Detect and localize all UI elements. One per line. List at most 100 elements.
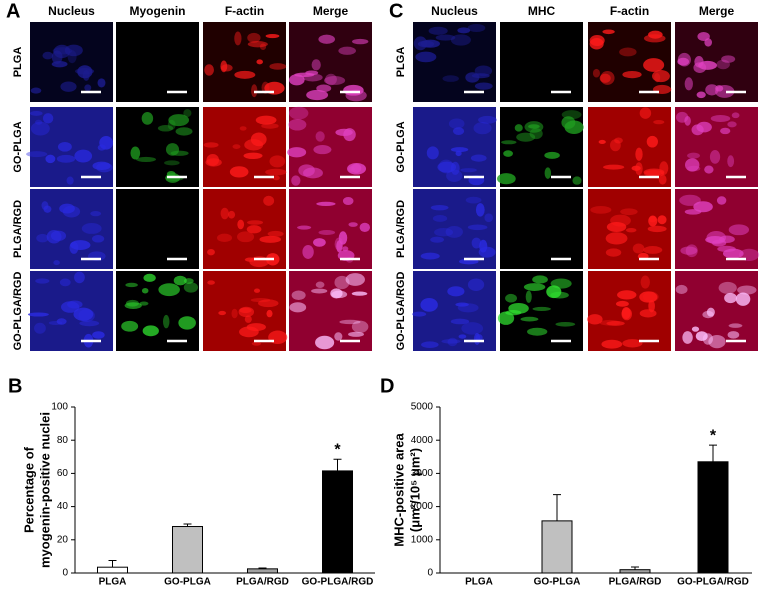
cell [81, 223, 102, 234]
x-tick-label: PLGA/RGD [609, 577, 662, 588]
cell [606, 221, 627, 233]
cell [305, 70, 319, 76]
cell [168, 114, 190, 127]
cell [467, 24, 486, 33]
micrograph [288, 22, 372, 102]
cell [142, 325, 159, 337]
y-axis-label: (μm²/10⁵ μm²) [407, 448, 422, 532]
cell [602, 29, 615, 35]
y-axis-label: myogenin-positive nuclei [37, 412, 52, 568]
cell [36, 233, 49, 243]
error-bar [108, 560, 117, 568]
cell [653, 120, 665, 125]
cell [643, 58, 665, 72]
cell [130, 146, 141, 160]
cell [702, 310, 714, 319]
cell [335, 128, 353, 137]
bar [97, 566, 128, 574]
cell [315, 281, 325, 288]
cell [84, 84, 92, 92]
cell [302, 244, 314, 259]
row-label: GO-PLGA/RGD [395, 272, 407, 351]
cell [298, 164, 315, 177]
cell [679, 194, 701, 206]
cell [203, 142, 219, 148]
cell [455, 302, 469, 307]
cell [311, 59, 321, 71]
row-label: PLGA/RGD [395, 200, 407, 258]
cell [696, 121, 712, 133]
micrograph [30, 189, 113, 269]
y-axis-label: Percentage of [21, 446, 36, 533]
cell [157, 125, 174, 132]
cell [287, 147, 307, 158]
bar [697, 461, 729, 574]
cell [544, 167, 552, 179]
cell [639, 309, 657, 318]
cell [632, 243, 645, 254]
column-header: F-actin [610, 4, 649, 18]
error-bar [333, 458, 342, 471]
cell [435, 34, 456, 41]
cell [125, 299, 140, 307]
cell [34, 322, 46, 334]
cell [352, 38, 369, 45]
cell [351, 291, 368, 296]
cell [306, 89, 329, 101]
cell [338, 231, 348, 245]
cell [704, 38, 713, 47]
row-label: PLGA [12, 47, 24, 78]
cell [334, 275, 350, 290]
panel-letter: A [6, 0, 20, 22]
cell [164, 160, 180, 166]
cell [617, 290, 637, 300]
cell [532, 275, 548, 284]
cell [684, 116, 691, 126]
micrograph-bg [116, 189, 199, 269]
cell [598, 139, 606, 145]
significance-mark: * [710, 427, 717, 444]
micrograph [203, 271, 288, 351]
cell [724, 292, 737, 304]
micrograph [203, 107, 287, 187]
cell [351, 163, 362, 174]
cell [605, 248, 622, 257]
cell [35, 278, 50, 284]
cell [647, 225, 667, 233]
error-bar [709, 444, 717, 462]
y-tick-label: 100 [51, 402, 68, 413]
cell [257, 299, 279, 308]
cell [712, 239, 727, 247]
column-header: Nucleus [48, 4, 95, 18]
micrograph [116, 189, 199, 269]
cell [639, 107, 652, 119]
cell [265, 34, 280, 39]
cell [693, 201, 713, 213]
cell [682, 331, 693, 344]
cell [313, 238, 326, 247]
micrograph [675, 107, 758, 187]
cell [269, 155, 286, 168]
cell [183, 278, 194, 284]
cell [251, 341, 262, 346]
cell [316, 201, 336, 206]
cell [73, 307, 94, 321]
cell [342, 196, 354, 206]
cell [42, 51, 54, 60]
cell [53, 44, 71, 59]
cell [710, 115, 731, 123]
cell [216, 233, 233, 243]
cell [446, 169, 463, 182]
cell [640, 275, 650, 289]
cell [455, 150, 462, 157]
cell [461, 322, 484, 335]
cell [465, 196, 482, 204]
micrograph [203, 22, 287, 102]
cell [50, 230, 67, 241]
cell [470, 154, 487, 162]
cell [183, 282, 199, 293]
cell [473, 122, 492, 135]
cell [523, 283, 546, 291]
cell [708, 334, 726, 349]
cell [448, 118, 465, 129]
